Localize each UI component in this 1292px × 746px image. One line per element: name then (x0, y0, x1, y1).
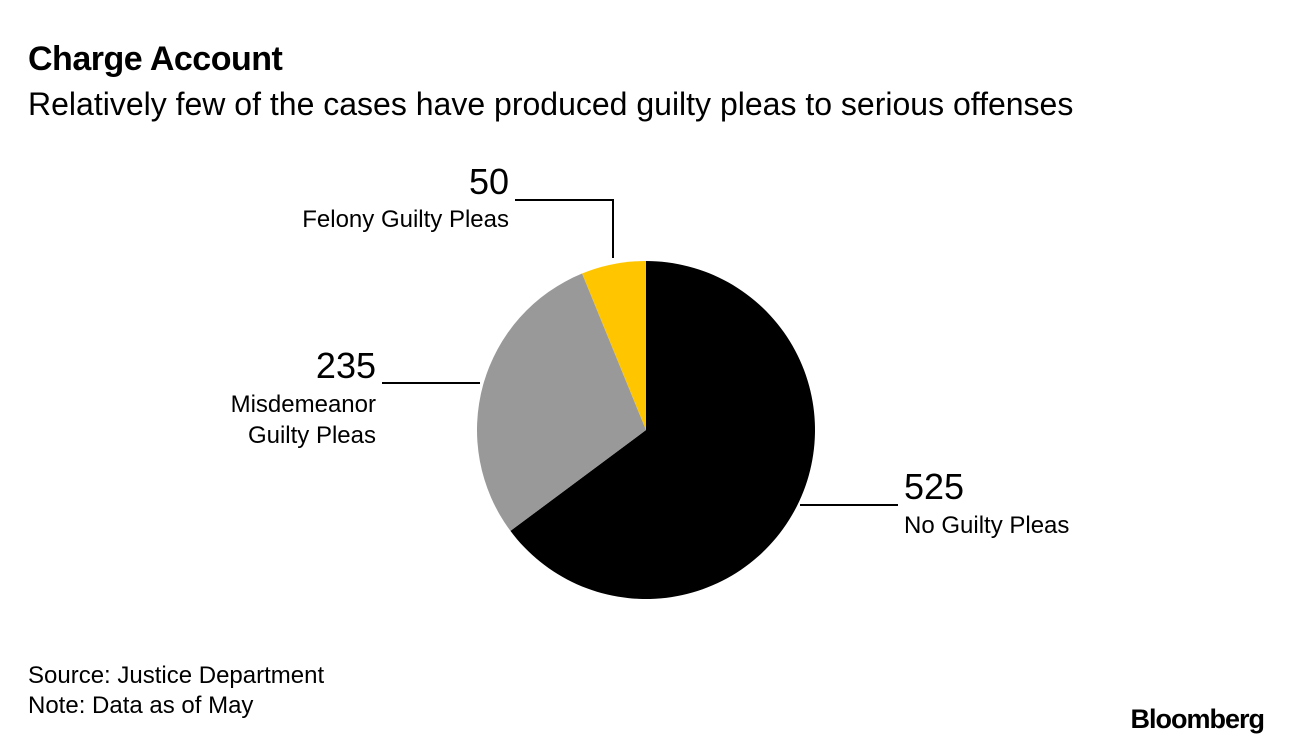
leader-lines (382, 199, 898, 506)
pie-slice (582, 261, 646, 430)
pie-slices (477, 261, 815, 599)
slice-name-label: Felony Guilty Pleas (302, 206, 509, 233)
slice-name-label: Guilty Pleas (248, 422, 376, 449)
slice-name-label: Misdemeanor (231, 391, 376, 418)
leader-line (515, 199, 614, 258)
slice-name-label: No Guilty Pleas (904, 512, 1069, 539)
data-note: Note: Data as of May (28, 692, 254, 719)
slice-value-label: 50 (469, 161, 509, 202)
slice-labels: 525 No Guilty Pleas 235 Misdemeanor Guilty P… (231, 161, 1070, 539)
slice-value-label: 235 (316, 345, 376, 386)
pie-slice (477, 273, 646, 531)
bloomberg-logo: Bloomberg (1130, 704, 1265, 734)
source-note: Source: Justice Department (28, 662, 325, 689)
chart-title: Charge Account (28, 40, 283, 78)
chart-subtitle: Relatively few of the cases have produce… (28, 86, 1074, 122)
slice-value-label: 525 (904, 466, 964, 507)
pie-slice (510, 261, 815, 599)
